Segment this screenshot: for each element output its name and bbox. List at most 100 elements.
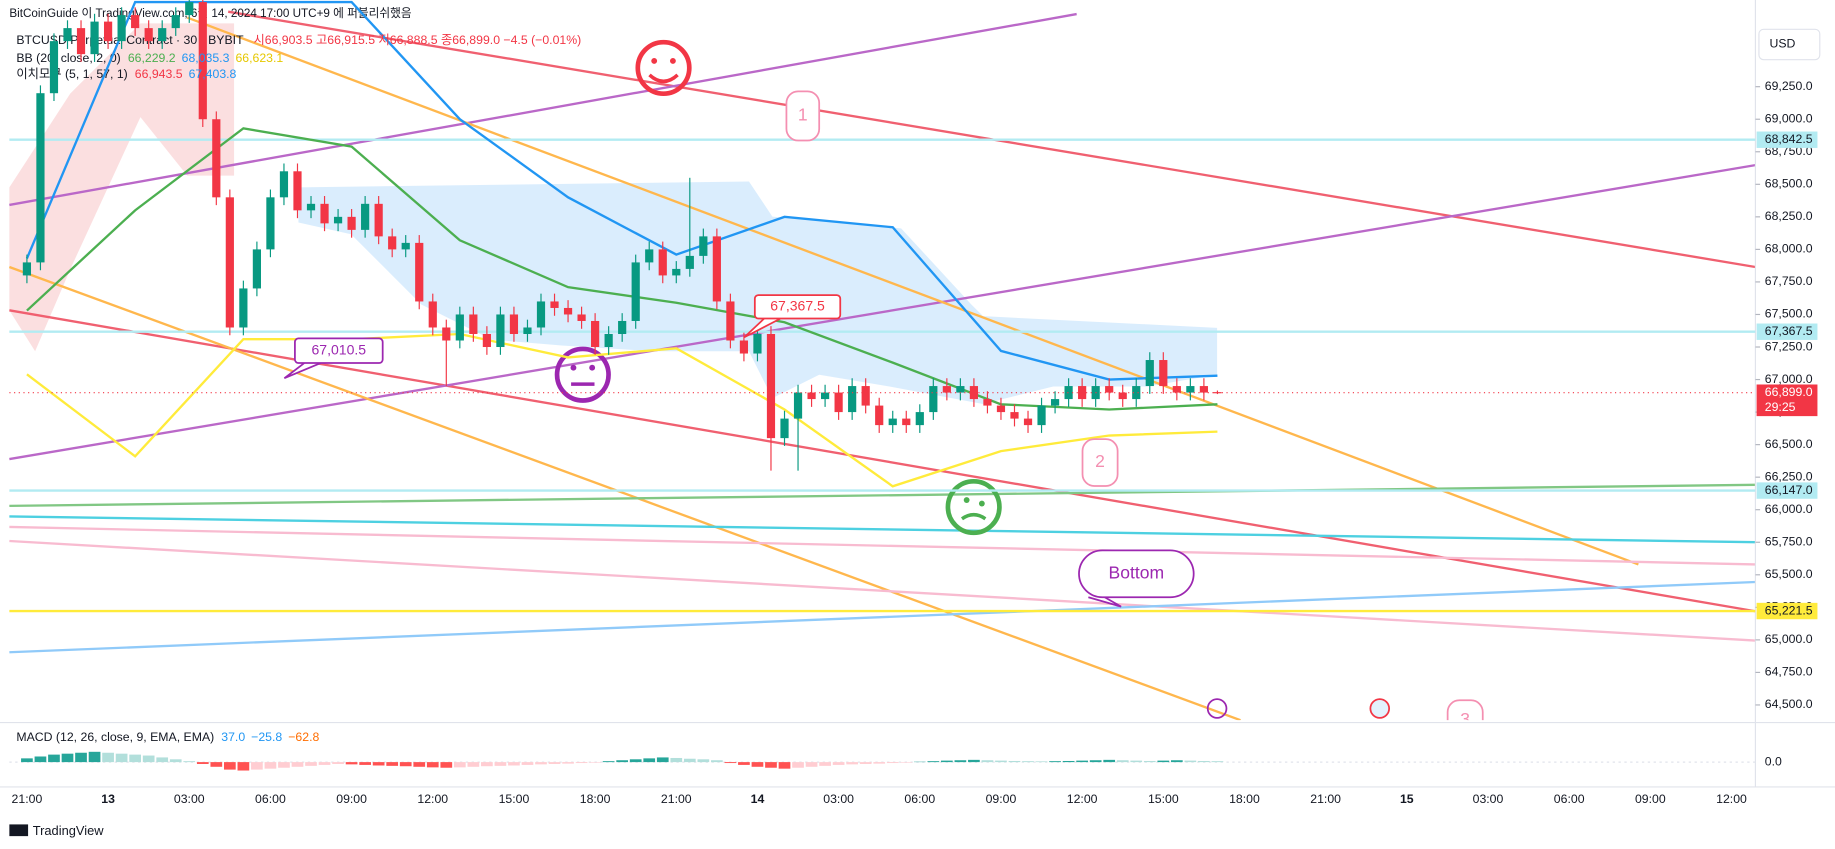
candle-body [685,255,694,269]
x-tick-label: 03:00 [1473,792,1504,806]
candle-body [279,171,289,198]
cloud-blue [298,181,1218,405]
macd-bar [399,762,412,767]
currency-button[interactable] [1758,28,1821,61]
x-tick-label: 12:00 [417,792,448,806]
candle-body [496,314,505,348]
y-tick-label: 66,250.0 [1765,469,1813,483]
candle-body [942,386,951,393]
macd-bar [426,762,439,768]
candle-body [428,301,437,328]
candle-body [76,28,86,55]
price-pane: 67,367.5 67,010.5 1 2 3 Bottom [9,0,1756,729]
level-label: 66,147.0 [1765,483,1813,497]
macd-bar [156,757,169,763]
legend-value: 66,229.2 [128,51,176,65]
event-icon[interactable] [1206,698,1228,719]
callout [1081,438,1119,487]
candle-body [90,21,99,55]
candle-body [144,28,153,42]
macd-bar [264,762,277,769]
candle-body [415,242,424,302]
candle-body [171,15,180,29]
candle-body [1050,399,1060,406]
brand-logo [9,824,29,837]
event-icon[interactable] [1369,698,1391,719]
macd-bar [724,762,737,764]
eye [963,497,970,503]
candle-body [320,203,329,224]
y-tick-label: 65,000.0 [1765,632,1813,646]
callout-pointer [743,317,781,339]
macd-bar [332,762,344,764]
trend-line [8,265,1241,721]
legend-value: 37.0 [221,730,245,744]
x-tick-label: 21:00 [1310,792,1341,806]
x-tick-label: 03:00 [823,792,854,806]
macd-bar [1089,760,1102,763]
candle-body [753,333,762,354]
macd-bar [169,759,182,763]
macd-bar [413,762,426,767]
level-label-bg [1756,602,1818,620]
macd-bar [223,762,236,770]
legend-value: −62.8 [288,730,319,744]
callout [753,294,842,320]
candle-body [306,203,316,211]
candle-body [482,333,491,348]
macd-bar [494,762,507,766]
mouth [648,73,679,84]
candle-body [158,28,167,42]
candle-body [888,418,897,426]
candle-body [658,249,667,276]
candle-body [550,301,559,308]
brand: TradingView [33,823,104,838]
currency[interactable]: USD [1769,37,1795,51]
candle-body [1172,386,1181,393]
eye [589,364,596,371]
macd-bar [968,759,980,763]
macd-bar [940,760,953,763]
candle-body [739,340,749,354]
x-tick-label: 15:00 [499,792,530,806]
candle-body [1199,386,1208,393]
macd-bar [575,762,588,764]
macd-bar [643,758,656,763]
countdown: 29:25 [1765,400,1796,414]
macd-bar [359,762,371,765]
macd-bar [345,762,358,765]
macd-bar [562,762,574,764]
x-tick-label: 15 [1400,792,1414,806]
candle-body [36,93,45,263]
candle-body [604,333,613,348]
candle-body [103,21,113,42]
macd-bar [481,762,493,767]
callout-text: 3 [1460,709,1470,729]
macd-bar [440,762,453,768]
x-tick-label: 15:00 [1148,792,1179,806]
macd-bar [1076,760,1088,763]
callout-text: 2 [1095,451,1105,471]
candle-body [793,392,803,419]
macd-bar [738,762,750,765]
x-tick-label: 21:00 [12,792,43,806]
candle-body [631,262,640,321]
candle-body [185,2,194,16]
level-label-bg [1756,482,1818,499]
macd-bar [34,756,47,763]
y-tick-label: 67,250.0 [1765,339,1813,353]
macd-bar [589,762,601,763]
candle-body [212,119,221,198]
eye [570,364,577,371]
macd-bar [1049,761,1061,763]
candle-body [618,320,627,334]
candle-body [902,418,911,426]
legend-value: −25.8 [251,730,282,744]
candle-body [1064,386,1073,400]
candle-body [401,242,410,250]
legend-value: 67,403.8 [189,67,237,81]
candle-body [49,41,59,94]
callout-text: 67,367.5 [770,298,825,314]
macd-bar [900,762,913,763]
x-tick-label: 21:00 [661,792,692,806]
